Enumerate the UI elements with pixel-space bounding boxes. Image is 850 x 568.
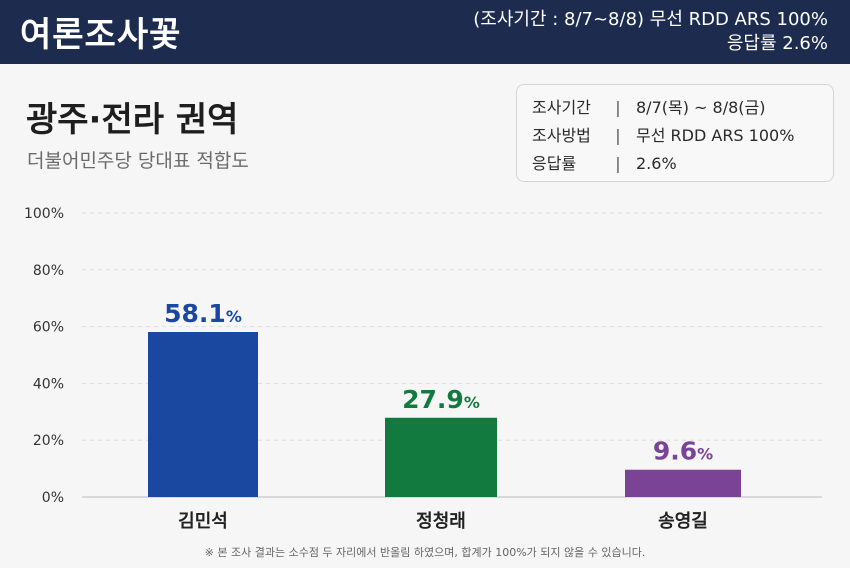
data-label: 27.9%	[402, 385, 480, 414]
info-separator: |	[615, 126, 621, 145]
brand-logo: 여론조사꽃	[20, 15, 182, 55]
footnote: ※ 본 조사 결과는 소수점 두 자리에서 반올림 하였으며, 합계가 100%…	[204, 546, 646, 559]
page-title: 광주·전라 권역	[26, 100, 239, 140]
info-value: 2.6%	[636, 154, 677, 173]
x-category-label: 송영길	[658, 510, 708, 532]
y-tick-label: 0%	[42, 490, 64, 506]
page-subtitle: 더불어민주당 당대표 적합도	[27, 150, 249, 172]
info-separator: |	[615, 98, 621, 117]
bar	[625, 469, 741, 497]
data-label: 9.6%	[653, 437, 713, 466]
info-label: 조사기간	[532, 98, 591, 117]
y-tick-label: 100%	[24, 206, 64, 222]
y-tick-label: 60%	[33, 320, 64, 336]
data-label: 58.1%	[164, 299, 242, 328]
y-tick-label: 80%	[33, 263, 64, 279]
info-separator: |	[615, 154, 621, 173]
x-category-label: 정청래	[416, 511, 466, 532]
x-category-label: 김민석	[178, 511, 228, 532]
info-value: 8/7(목) ~ 8/8(금)	[636, 98, 766, 117]
bar	[148, 331, 258, 497]
bar	[385, 417, 497, 497]
info-label: 조사방법	[532, 126, 591, 145]
info-row-method: 조사방법 | 무선 RDD ARS 100%	[532, 122, 833, 150]
info-row-response: 응답률 | 2.6%	[532, 150, 833, 178]
survey-period-line: (조사기간 : 8/7~8/8) 무선 RDD ARS 100%	[473, 9, 828, 30]
info-label: 응답률	[532, 154, 577, 173]
y-tick-label: 40%	[33, 376, 64, 392]
response-rate-line: 응답률 2.6%	[726, 33, 828, 54]
survey-summary: (조사기간 : 8/7~8/8) 무선 RDD ARS 100% 응답률 2.6…	[473, 8, 828, 56]
info-row-period: 조사기간 | 8/7(목) ~ 8/8(금)	[532, 94, 833, 122]
survey-info-box: 조사기간 | 8/7(목) ~ 8/8(금) 조사방법 | 무선 RDD ARS…	[516, 84, 834, 182]
header-banner: 여론조사꽃 (조사기간 : 8/7~8/8) 무선 RDD ARS 100% 응…	[0, 0, 850, 64]
info-value: 무선 RDD ARS 100%	[636, 126, 795, 145]
y-tick-label: 20%	[33, 433, 64, 449]
